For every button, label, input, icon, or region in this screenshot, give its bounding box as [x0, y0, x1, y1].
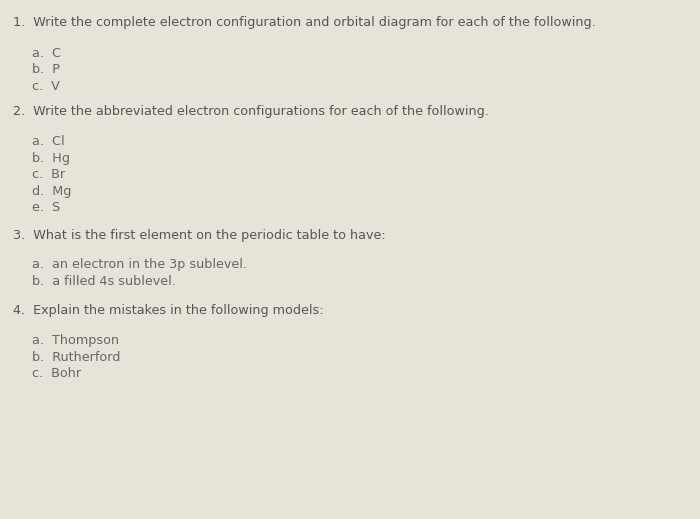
Text: a.  C: a. C — [32, 47, 60, 60]
Text: b.  Hg: b. Hg — [32, 152, 69, 165]
Text: a.  Thompson: a. Thompson — [32, 334, 118, 347]
Text: 4.  Explain the mistakes in the following models:: 4. Explain the mistakes in the following… — [13, 304, 323, 317]
Text: b.  a filled 4s sublevel.: b. a filled 4s sublevel. — [32, 275, 176, 288]
Text: c.  Br: c. Br — [32, 168, 64, 181]
Text: 1.  Write the complete electron configuration and orbital diagram for each of th: 1. Write the complete electron configura… — [13, 16, 595, 29]
Text: c.  V: c. V — [32, 80, 60, 93]
Text: c.  Bohr: c. Bohr — [32, 367, 80, 380]
Text: a.  Cl: a. Cl — [32, 135, 64, 148]
Text: 3.  What is the first element on the periodic table to have:: 3. What is the first element on the peri… — [13, 229, 385, 242]
Text: b.  Rutherford: b. Rutherford — [32, 351, 120, 364]
Text: 2.  Write the abbreviated electron configurations for each of the following.: 2. Write the abbreviated electron config… — [13, 105, 489, 118]
Text: a.  an electron in the 3p sublevel.: a. an electron in the 3p sublevel. — [32, 258, 246, 271]
Text: b.  P: b. P — [32, 63, 60, 76]
Text: e.  S: e. S — [32, 201, 60, 214]
Text: d.  Mg: d. Mg — [32, 185, 71, 198]
